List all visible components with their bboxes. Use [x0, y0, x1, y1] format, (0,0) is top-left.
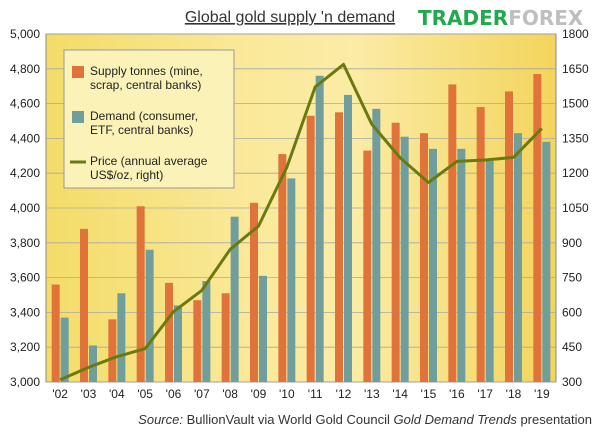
y-left-tick-label: 3,400 — [10, 305, 40, 319]
bar-demand — [60, 317, 69, 382]
bar-demand — [372, 108, 381, 382]
bar-demand — [202, 281, 211, 382]
bar-supply — [278, 154, 287, 382]
x-tick-label: '12 — [336, 387, 352, 401]
y-left-tick-label: 4,200 — [10, 166, 40, 180]
y-left-tick-label: 3,800 — [10, 236, 40, 250]
bar-supply — [193, 300, 202, 382]
y-right-tick-label: 1350 — [562, 131, 589, 145]
bar-demand — [514, 133, 522, 382]
y-right-tick-label: 450 — [562, 340, 582, 354]
bar-demand — [429, 148, 437, 382]
x-tick-label: '09 — [251, 387, 267, 401]
x-tick-label: '15 — [421, 387, 437, 401]
legend-label-price: Price (annual average US$/oz, right) — [90, 154, 211, 182]
bar-supply — [221, 293, 230, 382]
bar-demand — [344, 94, 352, 383]
x-tick-label: '02 — [52, 387, 68, 401]
y-right-tick-label: 1200 — [562, 166, 589, 180]
bar-demand — [89, 345, 97, 382]
bar-demand — [259, 275, 267, 382]
bar-supply — [108, 319, 117, 382]
bar-supply — [420, 133, 428, 382]
x-tick-label: '03 — [81, 387, 97, 401]
x-tick-label: '04 — [109, 387, 125, 401]
x-tick-label: '06 — [166, 387, 182, 401]
bar-demand — [315, 75, 324, 382]
price-line-series — [59, 62, 543, 382]
x-tick-label: '08 — [222, 387, 238, 401]
x-tick-label: '14 — [392, 387, 408, 401]
y-axis-right: 300 450 600 750 900 1050 1200 1350 1500 1650 1800 — [562, 27, 589, 389]
logo-part-1: TRADER — [418, 6, 508, 30]
legend-swatch-supply — [72, 66, 84, 78]
x-tick-label: '13 — [364, 387, 380, 401]
y-right-tick-label: 750 — [562, 271, 582, 285]
bar-supply — [335, 112, 343, 383]
y-right-tick-label: 300 — [562, 375, 582, 389]
bar-demand — [230, 216, 239, 382]
y-left-tick-label: 3,000 — [10, 375, 40, 389]
legend: Supply tonnes (mine, scrap, central bank… — [63, 49, 235, 189]
y-left-tick-label: 3,200 — [10, 340, 40, 354]
bar-supply — [448, 84, 457, 383]
y-axis-left: 3,000 3,200 3,400 3,600 3,800 4,000 4,200 4,400… — [10, 27, 40, 389]
y-right-tick-label: 1050 — [562, 201, 589, 215]
bar-supply — [533, 74, 542, 383]
bar-supply — [51, 284, 60, 382]
y-left-tick-label: 4,000 — [10, 201, 40, 215]
y-right-tick-label: 1800 — [562, 27, 589, 41]
y-left-tick-label: 4,400 — [10, 131, 40, 145]
y-right-tick-label: 1650 — [562, 62, 589, 76]
bar-supply — [80, 228, 88, 382]
x-tick-label: '17 — [477, 387, 493, 401]
x-tick-label: '07 — [194, 387, 210, 401]
bar-supply — [250, 202, 258, 382]
bar-demand — [400, 136, 409, 382]
logo-part-2: FOREX — [508, 6, 584, 30]
bar-demand — [145, 249, 154, 382]
y-left-tick-label: 3,600 — [10, 271, 40, 285]
bar-demand — [542, 141, 551, 382]
x-tick-label: '19 — [534, 387, 550, 401]
bar-demand — [287, 178, 296, 382]
bar-supply — [476, 107, 485, 382]
y-left-tick-label: 4,600 — [10, 97, 40, 111]
bar-demand — [457, 148, 466, 382]
legend-box — [63, 49, 235, 189]
legend-label-supply: Supply tonnes (mine, scrap, central bank… — [90, 64, 206, 92]
y-right-tick-label: 1500 — [562, 97, 589, 111]
y-left-tick-label: 4,800 — [10, 62, 40, 76]
bar-supply — [363, 150, 372, 382]
legend-swatch-demand — [72, 111, 84, 123]
bar-series — [51, 74, 551, 383]
bar-demand — [117, 293, 126, 382]
x-tick-label: '10 — [279, 387, 295, 401]
x-tick-label: '18 — [506, 387, 522, 401]
x-tick-label: '05 — [137, 387, 153, 401]
x-tick-label: '11 — [308, 387, 323, 401]
bar-supply — [505, 91, 513, 383]
y-right-tick-label: 600 — [562, 305, 582, 319]
bar-supply — [306, 115, 315, 382]
y-left-tick-label: 5,000 — [10, 27, 40, 41]
legend-label-demand: Demand (consumer, ETF, central banks) — [90, 109, 201, 137]
x-tick-label: '16 — [449, 387, 465, 401]
bar-supply — [136, 206, 145, 382]
source-note: Source: BullionVault via World Gold Coun… — [138, 412, 592, 427]
x-axis: '02 '03 '04 '05 '06 '07 '08 '09 '10 '11 '12 '13 '14 '… — [52, 387, 550, 401]
price-line — [59, 62, 543, 382]
bar-demand — [174, 305, 182, 382]
bar-demand — [485, 161, 494, 382]
y-right-tick-label: 900 — [562, 236, 582, 250]
chart-title: Global gold supply 'n demand — [185, 9, 395, 26]
bar-supply — [165, 282, 173, 382]
bar-supply — [391, 122, 400, 383]
logo: TRADERFOREX — [418, 6, 584, 30]
